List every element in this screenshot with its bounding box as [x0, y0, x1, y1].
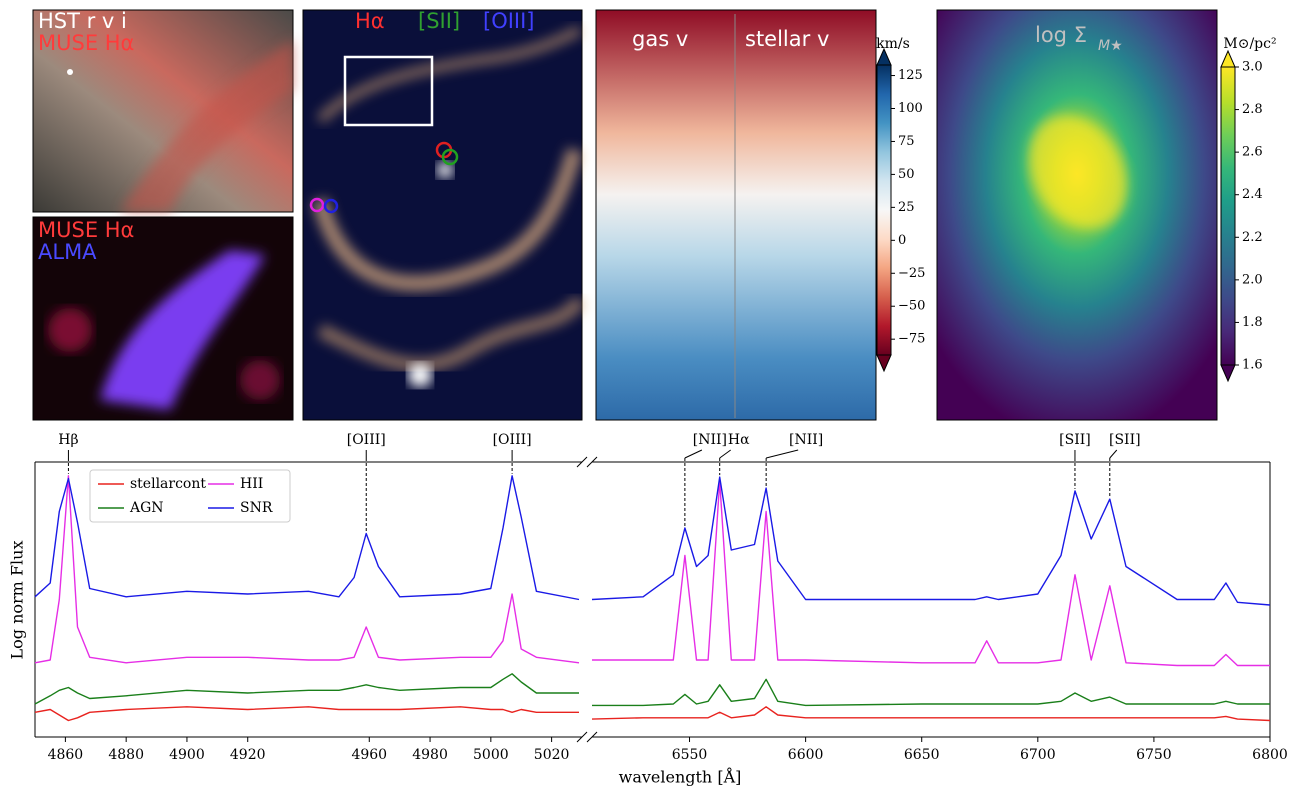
x-tick-label: 6600 [788, 747, 824, 763]
x-tick-label: 5020 [534, 747, 570, 763]
colorbar-extend [876, 354, 892, 373]
x-tick-label: 6700 [1020, 747, 1056, 763]
image-label: HST r v i [38, 9, 127, 33]
colorbar-tick-label: 2.4 [1242, 187, 1263, 202]
x-tick-label: 4900 [169, 747, 205, 763]
x-tick-label: 5000 [473, 747, 509, 763]
series-line [591, 706, 1271, 722]
colorbar-tick-label: 1.6 [1242, 358, 1263, 373]
image-label: Hα [355, 9, 385, 33]
series-line [34, 475, 580, 664]
colorbar-tick-label: 100 [898, 101, 923, 116]
series-line [592, 678, 1270, 707]
image-label: MUSE Hα [38, 31, 134, 55]
colorbar-tick-label: 1.8 [1242, 315, 1263, 330]
image-hst: HST r v i MUSE Hα [32, 9, 294, 213]
x-axis-label: wavelength [Å] [619, 767, 742, 787]
image-label: log Σ [1035, 23, 1087, 47]
x-tick-label: 4880 [108, 747, 144, 763]
image-lines: Hα [SII] [OIII] [302, 9, 586, 421]
legend-label: HII [240, 476, 263, 492]
colorbar [877, 65, 891, 355]
colorbar [1221, 67, 1235, 365]
colorbar-tick-label: −75 [898, 332, 925, 347]
colorbar-label: km/s [876, 36, 910, 52]
colorbar-extend [1220, 49, 1236, 68]
x-tick-label: 6650 [904, 747, 940, 763]
annotation: [NII] [789, 432, 823, 448]
image-velocity: gas v stellar v [595, 9, 877, 421]
colorbar-tick-label: 3.0 [1242, 60, 1263, 75]
colorbar-extend [1220, 364, 1236, 383]
series-line [34, 475, 580, 601]
colorbar-tick-label: 75 [898, 134, 915, 149]
annotation: Hα [728, 432, 750, 448]
annotation-leader [719, 449, 731, 459]
colorbar-tick-label: 2.8 [1242, 102, 1263, 117]
image-label-subscript: M★ [1098, 38, 1123, 54]
image-mass: log Σ M★ [936, 9, 1218, 421]
x-tick-label: 6750 [1136, 747, 1172, 763]
x-tick-label: 4960 [351, 747, 387, 763]
legend-label: stellarcont [130, 476, 206, 492]
annotation: [SII] [1109, 432, 1141, 448]
colorbar-tick-label: 2.2 [1242, 230, 1263, 245]
axis-break [586, 731, 598, 743]
y-axis-label: Log norm Flux [8, 541, 27, 660]
colorbar-tick-label: 0 [898, 233, 906, 248]
x-tick-label: 4860 [48, 747, 84, 763]
annotation: [NII] [693, 432, 727, 448]
annotation: [SII] [1059, 432, 1091, 448]
image-label: gas v [632, 27, 688, 51]
image-label: MUSE Hα [38, 218, 134, 242]
image-label: [SII] [418, 9, 460, 33]
x-tick-label: 6550 [672, 747, 708, 763]
series-line [591, 476, 1271, 606]
colorbar-tick-label: 2.0 [1242, 272, 1263, 287]
colorbar-tick-label: −50 [898, 299, 925, 314]
series-line [592, 480, 1270, 667]
colorbar-label: M⊙/pc² [1223, 36, 1276, 52]
legend [89, 469, 291, 523]
axis-break [576, 731, 588, 743]
colorbar-tick-label: 2.6 [1242, 145, 1263, 160]
colorbar-frame [876, 64, 892, 356]
image-label: stellar v [745, 27, 829, 51]
x-tick-label: 4980 [412, 747, 448, 763]
annotation-leader [766, 449, 799, 459]
x-tick-label: 6800 [1252, 747, 1288, 763]
colorbar-frame [1220, 66, 1236, 366]
series-line [34, 673, 579, 705]
annotation: [OIII] [493, 432, 532, 448]
annotation: [OIII] [347, 432, 386, 448]
x-tick-label: 4920 [230, 747, 266, 763]
legend-label: AGN [129, 500, 164, 516]
colorbar-tick-label: 50 [898, 167, 915, 182]
image-label: ALMA [38, 240, 97, 264]
annotation: Hβ [58, 432, 78, 448]
axis-break [576, 456, 588, 468]
colorbar-tick-label: 25 [898, 200, 915, 215]
colorbar-tick-label: 125 [898, 68, 923, 83]
legend-label: SNR [240, 500, 273, 516]
annotation-leader [1109, 449, 1118, 459]
axis-break [586, 456, 598, 468]
image-label: [OIII] [483, 9, 535, 33]
image-alma: MUSE Hα ALMA [32, 216, 294, 421]
colorbar-tick-label: −25 [898, 266, 925, 281]
annotation-leader [684, 449, 703, 459]
series-line [34, 706, 579, 722]
